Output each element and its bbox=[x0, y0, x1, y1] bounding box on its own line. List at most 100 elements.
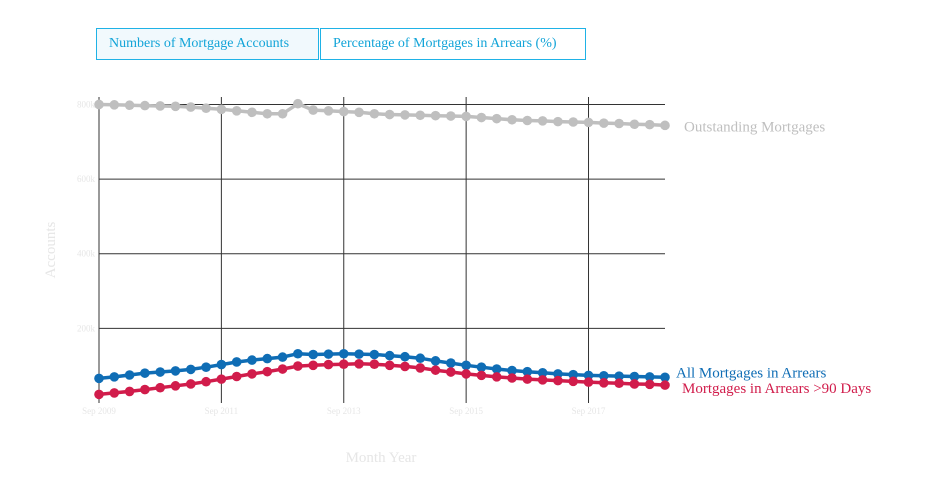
series-point[interactable] bbox=[599, 370, 609, 381]
series-point[interactable] bbox=[614, 371, 624, 381]
series-point[interactable] bbox=[124, 386, 135, 397]
series-point[interactable] bbox=[308, 349, 318, 360]
series-point[interactable] bbox=[170, 381, 181, 391]
series-point[interactable] bbox=[461, 360, 471, 371]
series-point[interactable] bbox=[201, 362, 211, 372]
series-point[interactable] bbox=[247, 369, 257, 379]
series-point[interactable] bbox=[369, 359, 380, 369]
series-point[interactable] bbox=[293, 348, 303, 359]
series-point[interactable] bbox=[384, 109, 395, 120]
series-point[interactable] bbox=[537, 367, 548, 378]
series-point[interactable] bbox=[231, 106, 242, 116]
series-point[interactable] bbox=[293, 98, 303, 109]
series-point[interactable] bbox=[170, 101, 181, 112]
series-point[interactable] bbox=[369, 349, 380, 360]
series-point[interactable] bbox=[277, 352, 288, 362]
series-point[interactable] bbox=[583, 370, 594, 381]
series-point[interactable] bbox=[446, 358, 456, 368]
series-point[interactable] bbox=[400, 361, 410, 372]
series-point[interactable] bbox=[537, 375, 548, 385]
series-point[interactable] bbox=[476, 370, 487, 381]
series-point[interactable] bbox=[216, 359, 227, 370]
tab-percentage-of-mortgages-in-arrears[interactable]: Percentage of Mortgages in Arrears (%) bbox=[320, 28, 586, 60]
series-point[interactable] bbox=[185, 364, 196, 375]
series-point[interactable] bbox=[140, 368, 150, 378]
series-point[interactable] bbox=[185, 102, 196, 112]
series-point[interactable] bbox=[537, 116, 548, 126]
series-point[interactable] bbox=[155, 101, 165, 111]
series-point[interactable] bbox=[430, 365, 441, 375]
series-point[interactable] bbox=[109, 100, 120, 110]
series-point[interactable] bbox=[461, 111, 471, 122]
series-point[interactable] bbox=[660, 120, 670, 131]
series-point[interactable] bbox=[400, 351, 410, 362]
series-point[interactable] bbox=[476, 362, 487, 372]
series-point[interactable] bbox=[491, 364, 502, 374]
series-point[interactable] bbox=[568, 376, 579, 387]
series-point[interactable] bbox=[446, 367, 456, 377]
series-point[interactable] bbox=[94, 99, 104, 110]
series-point[interactable] bbox=[629, 379, 640, 389]
tab-numbers-of-mortgage-accounts[interactable]: Numbers of Mortgage Accounts bbox=[96, 28, 319, 60]
series-point[interactable] bbox=[94, 389, 104, 400]
series-point[interactable] bbox=[293, 361, 303, 371]
series-point[interactable] bbox=[338, 348, 349, 359]
series-point[interactable] bbox=[323, 349, 334, 359]
series-point[interactable] bbox=[507, 365, 517, 376]
series-point[interactable] bbox=[231, 371, 242, 382]
series-point[interactable] bbox=[354, 359, 364, 369]
series-point[interactable] bbox=[262, 353, 273, 364]
series-point[interactable] bbox=[476, 112, 487, 123]
series-point[interactable] bbox=[644, 119, 655, 130]
series-point[interactable] bbox=[430, 110, 441, 121]
series-point[interactable] bbox=[430, 356, 441, 366]
series-point[interactable] bbox=[614, 118, 624, 129]
series-point[interactable] bbox=[354, 349, 364, 359]
series-point[interactable] bbox=[522, 115, 533, 126]
series-point[interactable] bbox=[185, 379, 196, 389]
series-point[interactable] bbox=[415, 363, 426, 373]
series-point[interactable] bbox=[553, 116, 563, 127]
series-point[interactable] bbox=[354, 107, 364, 118]
series-point[interactable] bbox=[140, 384, 150, 395]
series-point[interactable] bbox=[94, 373, 104, 384]
series-point[interactable] bbox=[277, 364, 288, 374]
series-point[interactable] bbox=[522, 366, 533, 377]
series-point[interactable] bbox=[553, 369, 563, 379]
series-point[interactable] bbox=[599, 378, 609, 388]
series-point[interactable] bbox=[124, 100, 135, 111]
series-point[interactable] bbox=[247, 355, 257, 365]
series-point[interactable] bbox=[446, 111, 456, 121]
series-point[interactable] bbox=[369, 108, 380, 119]
series-point[interactable] bbox=[461, 369, 471, 379]
series-point[interactable] bbox=[231, 357, 242, 367]
series-point[interactable] bbox=[384, 350, 395, 361]
series-point[interactable] bbox=[583, 117, 594, 128]
series-point[interactable] bbox=[109, 372, 120, 382]
series-point[interactable] bbox=[201, 376, 211, 387]
series-point[interactable] bbox=[155, 367, 165, 377]
series-point[interactable] bbox=[522, 374, 533, 384]
series-point[interactable] bbox=[262, 108, 273, 119]
series-point[interactable] bbox=[553, 375, 563, 386]
series-point[interactable] bbox=[308, 105, 318, 115]
series-point[interactable] bbox=[338, 359, 349, 369]
series-point[interactable] bbox=[629, 371, 640, 382]
series-point[interactable] bbox=[216, 374, 227, 384]
series-point[interactable] bbox=[155, 382, 165, 393]
series-point[interactable] bbox=[491, 372, 502, 382]
series-point[interactable] bbox=[415, 110, 426, 121]
series-point[interactable] bbox=[644, 379, 655, 390]
series-point[interactable] bbox=[140, 100, 150, 111]
series-point[interactable] bbox=[323, 106, 334, 116]
series-point[interactable] bbox=[507, 373, 517, 383]
series-point[interactable] bbox=[644, 372, 655, 382]
series-point[interactable] bbox=[124, 370, 135, 380]
series-point[interactable] bbox=[583, 377, 594, 387]
series-point[interactable] bbox=[400, 110, 410, 120]
series-point[interactable] bbox=[507, 114, 517, 125]
series-point[interactable] bbox=[629, 119, 640, 130]
series-point[interactable] bbox=[109, 388, 120, 398]
series-point[interactable] bbox=[247, 107, 257, 118]
series-point[interactable] bbox=[170, 366, 181, 376]
